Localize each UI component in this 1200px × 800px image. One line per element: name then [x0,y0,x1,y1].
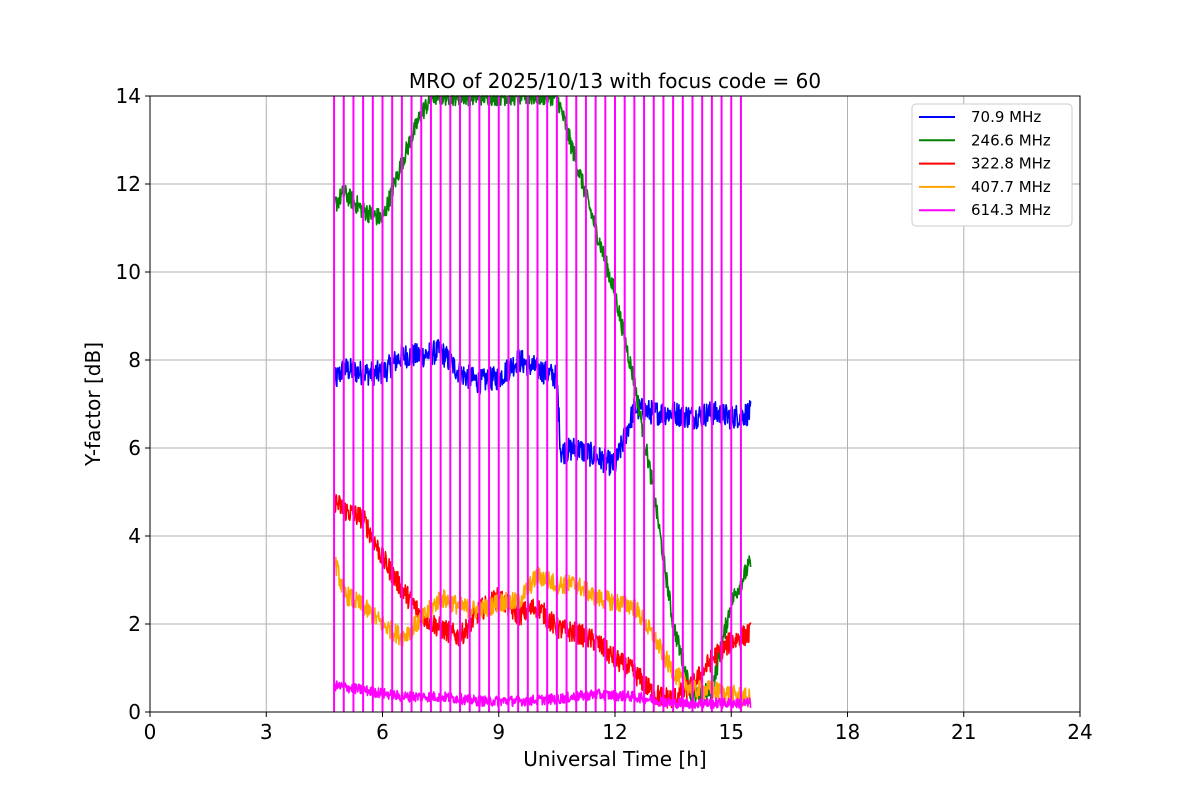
legend-label: 246.6 MHz [971,131,1051,149]
x-tick-label: 21 [951,720,976,744]
x-tick-label: 18 [835,720,860,744]
x-axis-label: Universal Time [h] [523,747,706,771]
y-tick-label: 8 [128,348,141,372]
y-tick-label: 10 [116,260,141,284]
x-axis-ticks: 0 3 6 9 12 15 18 21 24 [144,712,1093,744]
y-tick-label: 4 [128,524,141,548]
x-tick-label: 9 [492,720,505,744]
y-tick-label: 6 [128,436,141,460]
x-tick-label: 6 [376,720,389,744]
legend-label: 322.8 MHz [971,155,1051,173]
legend: 70.9 MHz 246.6 MHz 322.8 MHz 407.7 MHz 614.3… [911,103,1073,227]
y-tick-label: 2 [128,612,141,636]
x-tick-label: 15 [719,720,744,744]
series-line [333,491,752,709]
series-line [333,556,752,708]
y-tick-label: 0 [128,700,141,724]
legend-label: 407.7 MHz [971,178,1051,196]
y-axis-label: Y-factor [dB] [81,342,105,467]
series-line [333,338,752,476]
y-tick-label: 14 [116,84,141,108]
x-tick-label: 24 [1067,720,1092,744]
y-tick-label: 12 [116,172,141,196]
series-line [333,680,752,710]
x-tick-label: 0 [144,720,157,744]
y-axis-ticks: 0 2 4 6 8 10 12 14 [116,84,150,724]
legend-label: 70.9 MHz [971,108,1041,126]
x-tick-label: 3 [260,720,273,744]
legend-box [911,103,1073,227]
x-tick-label: 12 [602,720,627,744]
chart-title: MRO of 2025/10/13 with focus code = 60 [409,69,821,93]
legend-label: 614.3 MHz [971,201,1051,219]
series-layer [333,95,752,712]
